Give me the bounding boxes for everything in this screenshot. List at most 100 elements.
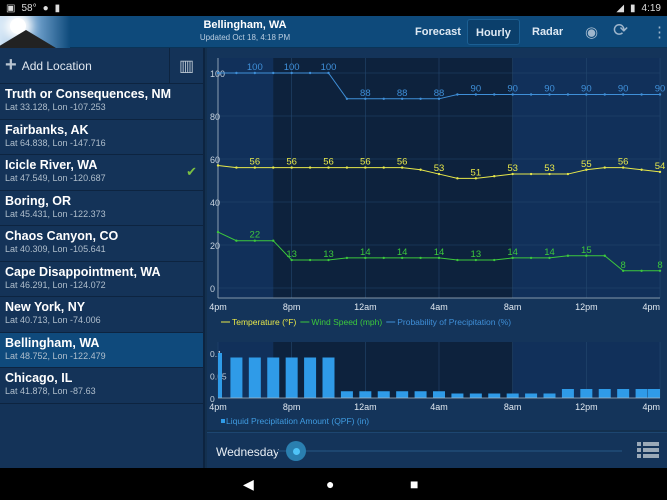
data-point (529, 256, 533, 260)
location-name: Fairbanks, AK (5, 122, 89, 137)
more-icon[interactable]: ⋮ (652, 24, 667, 41)
data-point (272, 166, 275, 169)
data-label: 90 (618, 84, 629, 95)
data-point (456, 177, 459, 180)
refresh-icon[interactable]: ⟳ (613, 20, 629, 40)
recents-icon[interactable]: ■ (410, 476, 419, 492)
sync-icon: ● (42, 2, 49, 14)
android-nav-bar: ◀ ● ■ (0, 468, 667, 500)
location-item[interactable]: Boring, OR Lat 45.431, Lon -122.373 (0, 191, 203, 226)
data-point (400, 256, 404, 260)
data-point (585, 254, 588, 257)
day-label: Wednesday (216, 445, 280, 459)
qpf-bar (598, 389, 611, 398)
location-item[interactable]: New York, NY Lat 40.713, Lon -74.006 (0, 297, 203, 333)
location-item[interactable]: Cape Disappointment, WA Lat 46.291, Lon -… (0, 262, 203, 297)
data-point (603, 93, 606, 96)
data-point (493, 175, 496, 178)
add-location-label: Add Location (21, 58, 92, 73)
x-tick-label: 8am (504, 402, 522, 412)
data-point (566, 254, 570, 257)
data-point (290, 258, 293, 262)
data-point (529, 172, 533, 176)
day-slider-track[interactable] (277, 450, 622, 452)
data-point (345, 166, 349, 169)
qpf-bar (377, 391, 390, 398)
data-label: 90 (544, 84, 555, 95)
data-label: 56 (618, 157, 629, 168)
location-item[interactable]: Truth or Consequences, NM Lat 33.128, Lon… (0, 84, 203, 120)
data-label: 14 (360, 247, 371, 258)
data-point (400, 97, 404, 100)
data-label: 14 (507, 247, 518, 258)
qpf-bar (340, 391, 353, 398)
status-temp: 58° (21, 2, 37, 14)
y-tick-label: 0.1 (210, 349, 222, 359)
data-point (419, 97, 422, 100)
day-selector: Wednesday (207, 432, 667, 468)
qpf-bar (617, 389, 630, 398)
location-item[interactable]: Fairbanks, AK Lat 64.838, Lon -147.716 (0, 120, 203, 155)
data-label: 88 (397, 88, 408, 99)
qpf-bar (469, 393, 482, 398)
tab-forecast[interactable]: Forecast (415, 26, 461, 38)
qpf-bar (359, 391, 372, 398)
y-tick-label: 20 (210, 241, 220, 251)
data-point (382, 97, 385, 100)
battery-icon: ▮ (630, 2, 636, 14)
data-point (548, 256, 551, 260)
x-tick-label: 4pm (642, 302, 660, 312)
data-label: 56 (323, 157, 334, 168)
data-point (419, 256, 422, 260)
data-label: 55 (581, 159, 592, 170)
tab-radar[interactable]: Radar (532, 26, 564, 38)
data-label: 14 (434, 247, 445, 258)
data-label: 53 (507, 163, 518, 174)
qpf-bar (561, 389, 574, 398)
location-item[interactable]: Chicago, IL Lat 41.878, Lon -87.63 (0, 368, 203, 404)
back-icon[interactable]: ◀ (243, 476, 254, 492)
location-name: Chicago, IL (5, 371, 73, 385)
data-label: 51 (471, 167, 482, 178)
data-point (216, 164, 220, 167)
signal-icon: ◢ (616, 2, 625, 14)
data-label: 88 (434, 88, 445, 99)
tab-hourly[interactable]: Hourly (467, 19, 520, 45)
day-slider-handle[interactable] (286, 441, 306, 461)
y-tick-label: 0 (210, 284, 215, 294)
location-coords: Lat 33.128, Lon -107.253 (5, 102, 106, 112)
data-point (419, 168, 422, 171)
location-item[interactable]: Bellingham, WA Lat 48.752, Lon -122.479 (0, 332, 203, 368)
qpf-bar (488, 393, 501, 398)
data-point (364, 166, 367, 169)
map-icon[interactable]: ▥ (169, 47, 203, 84)
add-location-button[interactable]: + Add Location ▥ (0, 47, 203, 84)
data-label: 100 (284, 62, 300, 73)
data-point (382, 256, 385, 260)
data-point (437, 256, 441, 260)
data-point (253, 71, 257, 75)
updated-time: Updated Oct 18, 4:18 PM (199, 33, 291, 42)
location-item[interactable]: Icicle River, WA Lat 47.549, Lon -120.687… (0, 155, 203, 191)
data-label: 100 (321, 62, 337, 73)
data-point (235, 71, 238, 75)
data-point (511, 172, 514, 176)
app-logo (0, 16, 70, 48)
x-tick-label: 4pm (209, 402, 227, 412)
location-name: Cape Disappointment, WA (5, 264, 161, 279)
location-name: Boring, OR (5, 193, 71, 208)
qpf-bar (506, 393, 519, 398)
x-tick-label: 8pm (283, 402, 301, 412)
location-item[interactable]: Chaos Canyon, CO Lat 40.309, Lon -105.641 (0, 226, 203, 262)
data-label: 14 (397, 247, 408, 258)
qpf-bar (218, 353, 222, 398)
data-point (345, 256, 349, 260)
data-point (621, 166, 625, 169)
location-icon[interactable]: ◉ (585, 24, 599, 41)
qpf-bar (414, 391, 427, 398)
data-point (364, 97, 367, 100)
list-view-icon[interactable] (637, 442, 659, 460)
location-coords: Lat 46.291, Lon -124.072 (5, 279, 106, 290)
data-label: 22 (250, 230, 261, 241)
home-icon[interactable]: ● (326, 476, 335, 492)
